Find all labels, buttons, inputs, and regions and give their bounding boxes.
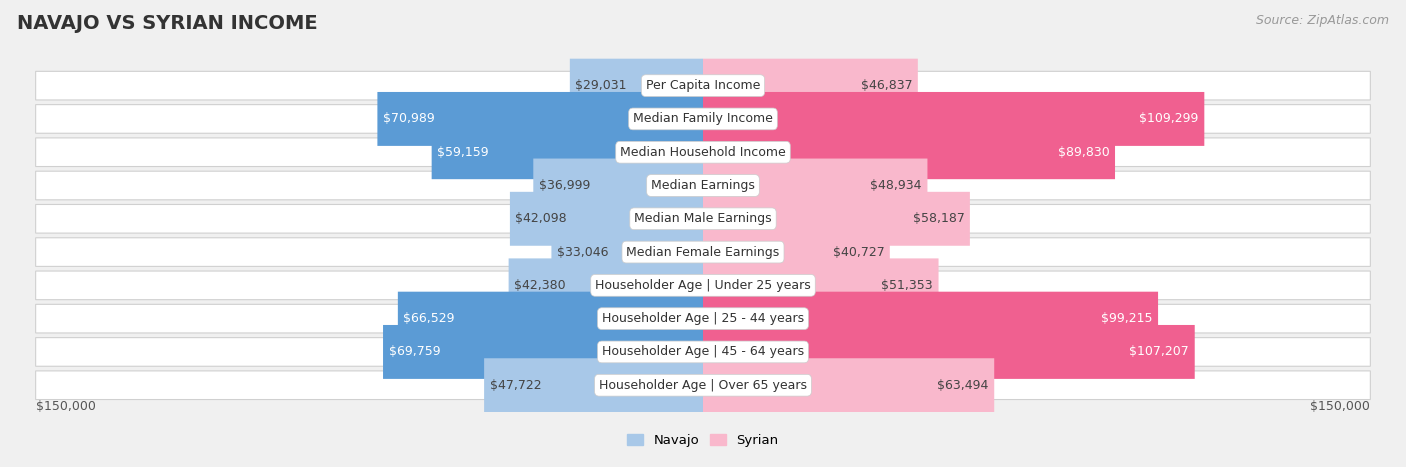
FancyBboxPatch shape xyxy=(35,338,1371,366)
FancyBboxPatch shape xyxy=(703,192,970,246)
Text: $47,722: $47,722 xyxy=(489,379,541,392)
Text: $150,000: $150,000 xyxy=(35,400,96,413)
FancyBboxPatch shape xyxy=(382,325,703,379)
FancyBboxPatch shape xyxy=(703,158,928,212)
Text: NAVAJO VS SYRIAN INCOME: NAVAJO VS SYRIAN INCOME xyxy=(17,14,318,33)
FancyBboxPatch shape xyxy=(35,105,1371,133)
FancyBboxPatch shape xyxy=(510,192,703,246)
FancyBboxPatch shape xyxy=(35,271,1371,300)
Text: Householder Age | 25 - 44 years: Householder Age | 25 - 44 years xyxy=(602,312,804,325)
Text: $29,031: $29,031 xyxy=(575,79,627,92)
FancyBboxPatch shape xyxy=(35,171,1371,200)
Text: $66,529: $66,529 xyxy=(404,312,456,325)
FancyBboxPatch shape xyxy=(703,225,890,279)
Text: $109,299: $109,299 xyxy=(1139,113,1199,126)
Text: $51,353: $51,353 xyxy=(882,279,934,292)
FancyBboxPatch shape xyxy=(35,238,1371,266)
Legend: Navajo, Syrian: Navajo, Syrian xyxy=(621,428,785,452)
Text: $70,989: $70,989 xyxy=(382,113,434,126)
FancyBboxPatch shape xyxy=(377,92,703,146)
FancyBboxPatch shape xyxy=(703,92,1205,146)
Text: $42,380: $42,380 xyxy=(515,279,565,292)
Text: Median Female Earnings: Median Female Earnings xyxy=(627,246,779,259)
Text: $58,187: $58,187 xyxy=(912,212,965,225)
Text: Householder Age | Over 65 years: Householder Age | Over 65 years xyxy=(599,379,807,392)
FancyBboxPatch shape xyxy=(35,138,1371,167)
FancyBboxPatch shape xyxy=(35,371,1371,400)
FancyBboxPatch shape xyxy=(703,125,1115,179)
Text: $89,830: $89,830 xyxy=(1057,146,1109,159)
FancyBboxPatch shape xyxy=(533,158,703,212)
Text: Source: ZipAtlas.com: Source: ZipAtlas.com xyxy=(1256,14,1389,27)
Text: Median Family Income: Median Family Income xyxy=(633,113,773,126)
FancyBboxPatch shape xyxy=(703,325,1195,379)
FancyBboxPatch shape xyxy=(569,59,703,113)
Text: $150,000: $150,000 xyxy=(1310,400,1371,413)
FancyBboxPatch shape xyxy=(35,71,1371,100)
Text: $46,837: $46,837 xyxy=(860,79,912,92)
Text: $59,159: $59,159 xyxy=(437,146,489,159)
FancyBboxPatch shape xyxy=(35,205,1371,233)
Text: $107,207: $107,207 xyxy=(1129,346,1189,359)
FancyBboxPatch shape xyxy=(703,258,939,312)
FancyBboxPatch shape xyxy=(398,292,703,346)
Text: $42,098: $42,098 xyxy=(516,212,567,225)
Text: Median Earnings: Median Earnings xyxy=(651,179,755,192)
FancyBboxPatch shape xyxy=(484,358,703,412)
FancyBboxPatch shape xyxy=(551,225,703,279)
FancyBboxPatch shape xyxy=(703,292,1159,346)
Text: Median Male Earnings: Median Male Earnings xyxy=(634,212,772,225)
Text: Householder Age | Under 25 years: Householder Age | Under 25 years xyxy=(595,279,811,292)
Text: $69,759: $69,759 xyxy=(388,346,440,359)
Text: $40,727: $40,727 xyxy=(832,246,884,259)
Text: $33,046: $33,046 xyxy=(557,246,609,259)
Text: $48,934: $48,934 xyxy=(870,179,922,192)
Text: $63,494: $63,494 xyxy=(938,379,988,392)
FancyBboxPatch shape xyxy=(432,125,703,179)
FancyBboxPatch shape xyxy=(509,258,703,312)
FancyBboxPatch shape xyxy=(703,59,918,113)
Text: Median Household Income: Median Household Income xyxy=(620,146,786,159)
FancyBboxPatch shape xyxy=(35,304,1371,333)
Text: $99,215: $99,215 xyxy=(1101,312,1153,325)
Text: Householder Age | 45 - 64 years: Householder Age | 45 - 64 years xyxy=(602,346,804,359)
FancyBboxPatch shape xyxy=(703,358,994,412)
Text: Per Capita Income: Per Capita Income xyxy=(645,79,761,92)
Text: $36,999: $36,999 xyxy=(538,179,591,192)
